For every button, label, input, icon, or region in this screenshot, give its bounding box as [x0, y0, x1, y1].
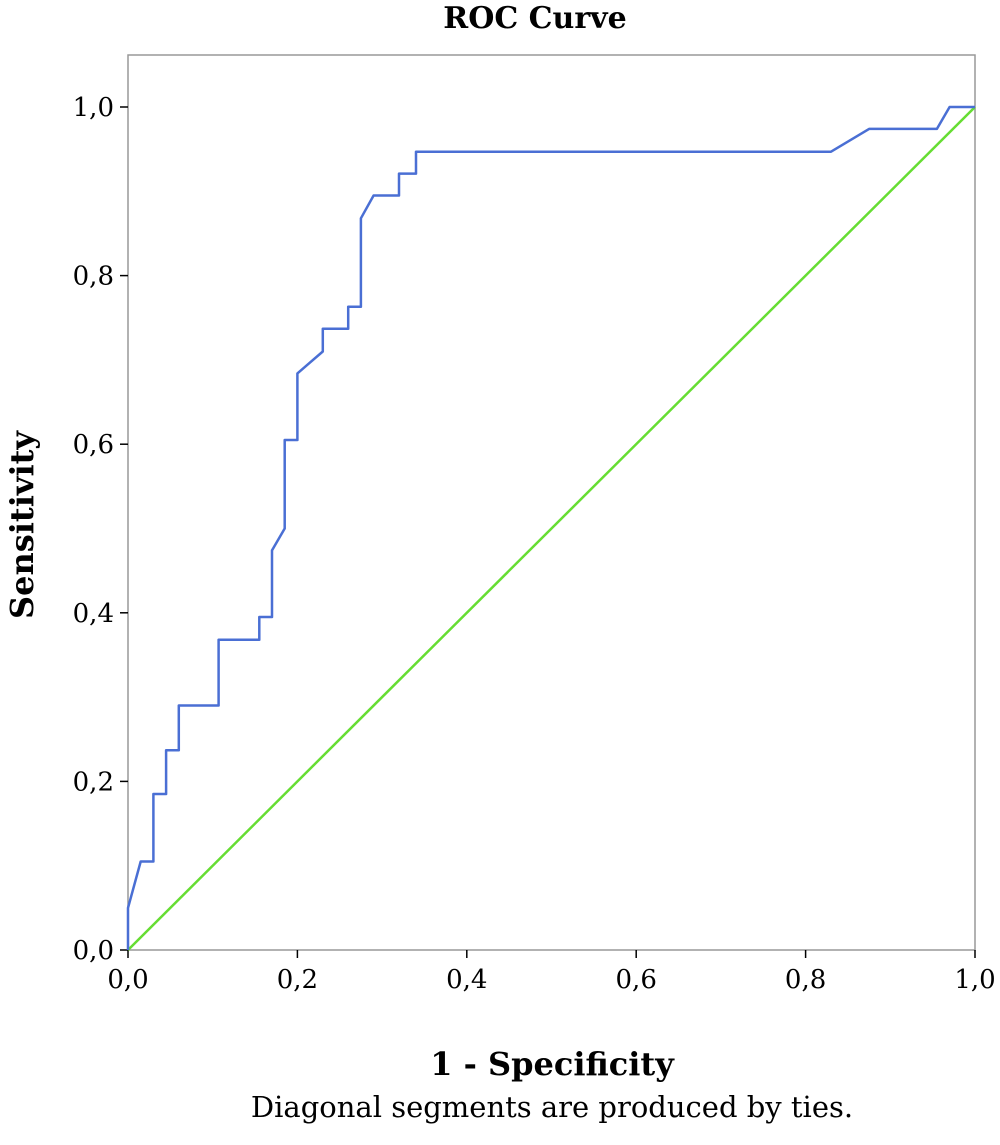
chart-title: ROC Curve	[443, 1, 626, 36]
y-tick-label: 0,6	[73, 430, 114, 460]
chart-footnote: Diagonal segments are produced by ties.	[251, 1090, 853, 1124]
y-axis: 0,0 0,2 0,4 0,6 0,8 1,0	[73, 93, 128, 966]
y-tick-label: 0,2	[73, 767, 114, 797]
roc-curve-line	[126, 105, 975, 950]
x-tick-label: 0,4	[446, 965, 487, 995]
x-tick-label: 0,6	[616, 965, 657, 995]
y-tick-label: 0,4	[73, 599, 114, 629]
x-tick-label: 1,0	[954, 965, 995, 995]
y-tick-label: 0,0	[73, 936, 114, 966]
x-tick-label: 0,0	[107, 965, 148, 995]
plot-frame	[127, 54, 976, 951]
x-tick-label: 0,8	[785, 965, 826, 995]
y-axis-title: Sensitivity	[3, 430, 41, 619]
x-axis: 0,0 0,2 0,4 0,6 0,8 1,0	[107, 950, 996, 995]
y-tick-label: 0,8	[73, 262, 114, 292]
series-layer	[126, 105, 976, 951]
y-tick-label: 1,0	[73, 93, 114, 123]
reference-diagonal-line	[127, 106, 976, 951]
x-tick-label: 0,2	[277, 965, 318, 995]
x-axis-title: 1 - Specificity	[430, 1045, 675, 1083]
